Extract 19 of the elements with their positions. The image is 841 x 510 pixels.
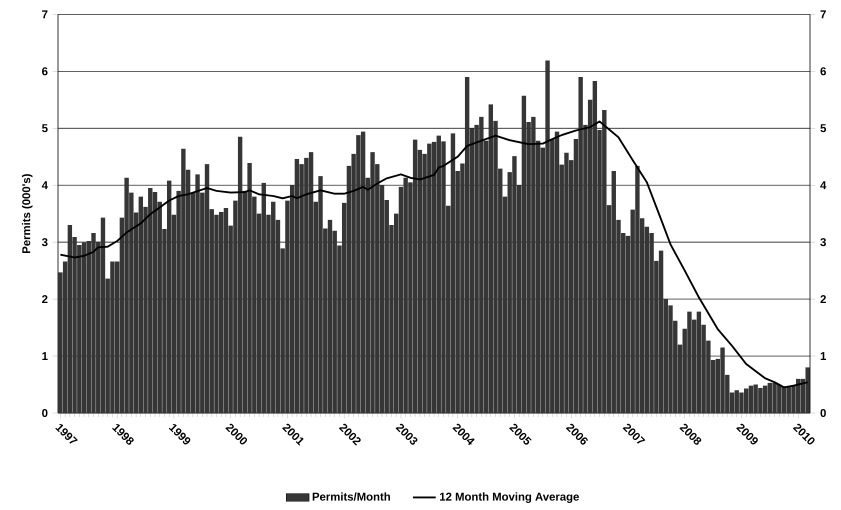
y-tick-label: 6 [42, 67, 48, 76]
y2-tick-label: 0 [820, 408, 826, 418]
y-tick-label: 5 [42, 124, 48, 132]
legend-label: 12 Month Moving Average [440, 492, 579, 503]
y2-tick-label: 4 [820, 181, 826, 190]
y2-tick-label: 2 [820, 295, 826, 304]
y2-tick-label: 5 [820, 124, 826, 132]
y-tick-label: 2 [42, 295, 48, 304]
y-tick-label: 1 [42, 352, 48, 360]
y2-tick-label: 6 [820, 67, 826, 76]
y-tick-label: 4 [42, 181, 48, 190]
legend-label: Permits/Month [312, 492, 390, 501]
y-axis-title: Permits (000's) [22, 174, 32, 254]
y2-tick-label: 7 [820, 10, 826, 18]
y2-tick-label: 1 [820, 352, 826, 360]
y-tick-label: 0 [42, 408, 48, 418]
y2-tick-label: 3 [820, 238, 826, 246]
y-tick-label: 3 [42, 238, 48, 246]
y-tick-label: 7 [42, 10, 48, 18]
